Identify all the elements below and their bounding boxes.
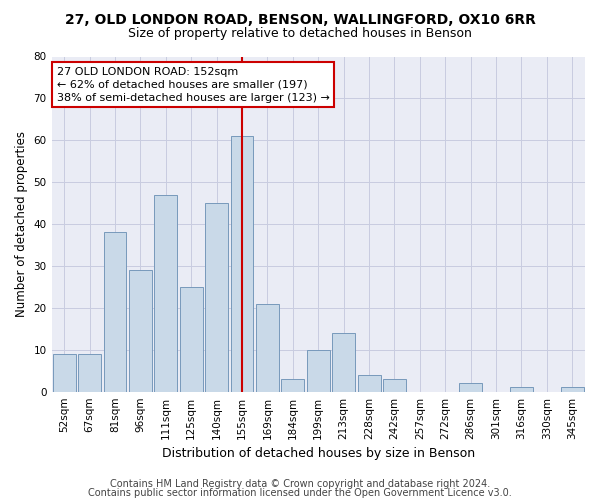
Bar	[205, 203, 228, 392]
Bar	[281, 379, 304, 392]
Bar	[180, 287, 203, 392]
Text: Size of property relative to detached houses in Benson: Size of property relative to detached ho…	[128, 28, 472, 40]
Bar	[561, 388, 584, 392]
Bar	[129, 270, 152, 392]
Bar	[307, 350, 330, 392]
Bar	[358, 375, 380, 392]
Bar	[78, 354, 101, 392]
Text: Contains public sector information licensed under the Open Government Licence v3: Contains public sector information licen…	[88, 488, 512, 498]
Bar	[332, 333, 355, 392]
Bar	[510, 388, 533, 392]
Bar	[383, 379, 406, 392]
Bar	[53, 354, 76, 392]
X-axis label: Distribution of detached houses by size in Benson: Distribution of detached houses by size …	[162, 447, 475, 460]
Text: 27, OLD LONDON ROAD, BENSON, WALLINGFORD, OX10 6RR: 27, OLD LONDON ROAD, BENSON, WALLINGFORD…	[65, 12, 535, 26]
Bar	[154, 195, 177, 392]
Bar	[104, 232, 127, 392]
Y-axis label: Number of detached properties: Number of detached properties	[15, 131, 28, 317]
Text: Contains HM Land Registry data © Crown copyright and database right 2024.: Contains HM Land Registry data © Crown c…	[110, 479, 490, 489]
Bar	[256, 304, 279, 392]
Bar	[459, 384, 482, 392]
Text: 27 OLD LONDON ROAD: 152sqm
← 62% of detached houses are smaller (197)
38% of sem: 27 OLD LONDON ROAD: 152sqm ← 62% of deta…	[57, 66, 330, 103]
Bar	[230, 136, 253, 392]
